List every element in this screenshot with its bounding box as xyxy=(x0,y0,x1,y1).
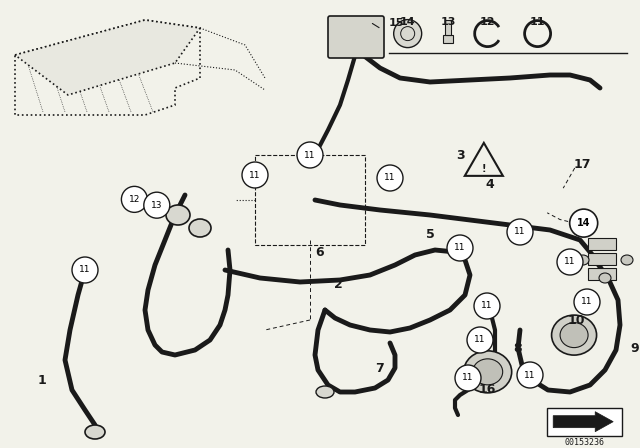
Text: 8: 8 xyxy=(514,341,522,354)
Circle shape xyxy=(72,257,98,283)
Ellipse shape xyxy=(85,425,105,439)
Text: 15: 15 xyxy=(389,18,404,28)
Ellipse shape xyxy=(552,315,596,355)
Text: 11: 11 xyxy=(474,336,486,345)
Ellipse shape xyxy=(166,205,190,225)
Text: 11: 11 xyxy=(564,258,576,267)
Circle shape xyxy=(570,209,598,237)
Ellipse shape xyxy=(189,219,211,237)
Ellipse shape xyxy=(577,255,589,265)
Ellipse shape xyxy=(473,359,502,385)
Text: 2: 2 xyxy=(333,279,342,292)
Text: 11: 11 xyxy=(79,266,91,275)
Circle shape xyxy=(474,293,500,319)
Bar xyxy=(588,238,616,250)
Text: 11: 11 xyxy=(581,297,593,306)
Text: 6: 6 xyxy=(316,246,324,258)
Text: 11: 11 xyxy=(515,228,525,237)
Text: 5: 5 xyxy=(426,228,435,241)
Text: 12: 12 xyxy=(129,195,140,204)
Text: 11: 11 xyxy=(384,173,396,182)
Bar xyxy=(588,268,616,280)
Text: 11: 11 xyxy=(481,302,493,310)
Circle shape xyxy=(401,26,415,41)
Bar xyxy=(445,20,451,35)
Bar xyxy=(588,253,616,265)
Text: 11: 11 xyxy=(304,151,316,159)
Text: 00153236: 00153236 xyxy=(564,438,605,447)
Text: 4: 4 xyxy=(486,178,494,191)
Text: 13: 13 xyxy=(151,201,163,210)
Polygon shape xyxy=(15,20,200,95)
Circle shape xyxy=(557,249,583,275)
Circle shape xyxy=(447,235,473,261)
Circle shape xyxy=(122,186,147,212)
Ellipse shape xyxy=(463,351,512,393)
Text: 11: 11 xyxy=(524,370,536,379)
Ellipse shape xyxy=(621,255,633,265)
Text: 11: 11 xyxy=(249,171,260,180)
Text: 14: 14 xyxy=(400,17,415,26)
Text: 11: 11 xyxy=(462,374,474,383)
Text: 12: 12 xyxy=(480,17,495,26)
Text: 11: 11 xyxy=(454,244,466,253)
Text: 14: 14 xyxy=(577,218,591,228)
Text: 1: 1 xyxy=(38,374,46,387)
Bar xyxy=(547,408,622,435)
Ellipse shape xyxy=(560,323,588,348)
Circle shape xyxy=(467,327,493,353)
Circle shape xyxy=(517,362,543,388)
Ellipse shape xyxy=(316,386,334,398)
Circle shape xyxy=(297,142,323,168)
Ellipse shape xyxy=(599,273,611,283)
Text: 11: 11 xyxy=(530,17,545,26)
Text: !: ! xyxy=(481,164,486,174)
Bar xyxy=(443,35,453,43)
Polygon shape xyxy=(553,412,613,432)
Circle shape xyxy=(242,162,268,188)
Text: 16: 16 xyxy=(479,383,497,396)
FancyBboxPatch shape xyxy=(328,16,384,58)
Text: 13: 13 xyxy=(440,17,456,26)
Text: 7: 7 xyxy=(376,362,385,375)
Text: 9: 9 xyxy=(630,341,639,354)
Circle shape xyxy=(574,289,600,315)
Text: 3: 3 xyxy=(456,149,465,163)
Circle shape xyxy=(455,365,481,391)
Circle shape xyxy=(394,20,422,47)
Circle shape xyxy=(377,165,403,191)
Bar xyxy=(255,155,365,245)
Circle shape xyxy=(507,219,533,245)
Text: 17: 17 xyxy=(573,158,591,172)
Circle shape xyxy=(144,192,170,218)
Text: 10: 10 xyxy=(567,314,585,327)
